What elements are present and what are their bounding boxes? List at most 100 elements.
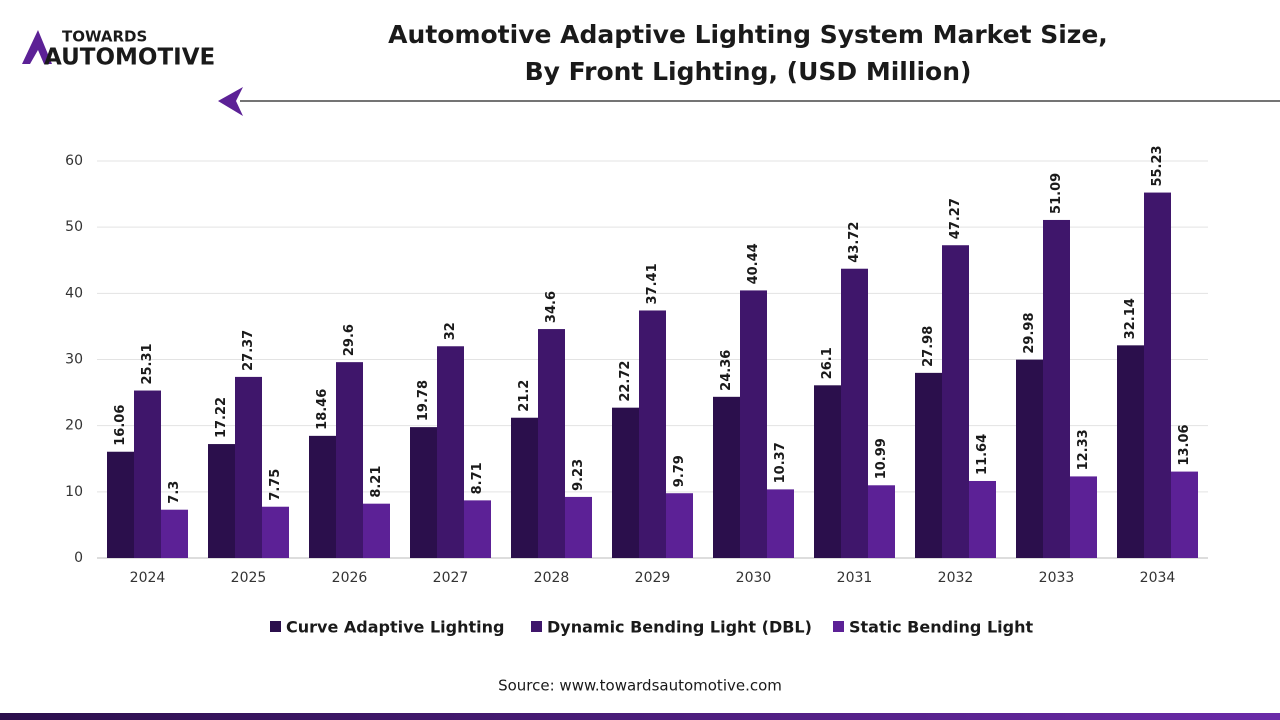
value-label: 18.46	[315, 389, 330, 430]
value-label: 10.99	[874, 438, 889, 479]
source: Source: www.towardsautomotive.com	[498, 677, 782, 695]
value-label: 17.22	[214, 397, 229, 438]
value-label: 25.31	[140, 343, 155, 384]
footer-bar	[0, 713, 1280, 720]
logo-mark	[22, 30, 52, 64]
value-label: 12.33	[1076, 429, 1091, 470]
value-label: 7.3	[167, 481, 182, 504]
value-label: 9.23	[571, 459, 586, 491]
bar	[437, 346, 464, 558]
bar	[740, 290, 767, 558]
value-label: 9.79	[672, 455, 687, 487]
bar	[336, 362, 363, 558]
value-label: 37.41	[645, 263, 660, 304]
value-label: 29.6	[342, 324, 357, 356]
value-label: 7.75	[268, 469, 283, 501]
logo-text: AUTOMOTIVE	[44, 45, 215, 71]
y-tick-label: 40	[65, 285, 83, 301]
x-tick-label: 2028	[534, 570, 570, 586]
value-label: 13.06	[1177, 424, 1192, 465]
value-label: 27.37	[241, 330, 256, 371]
bar	[969, 480, 996, 558]
value-label: 29.98	[1022, 313, 1037, 354]
legend-label: Dynamic Bending Light (DBL)	[547, 618, 812, 637]
bar	[713, 396, 740, 558]
x-tick-label: 2026	[332, 570, 368, 586]
value-label: 19.78	[416, 380, 431, 421]
bar	[410, 427, 437, 558]
bar	[868, 485, 895, 558]
bar	[161, 509, 188, 558]
bar	[511, 417, 538, 558]
value-label: 32.14	[1123, 298, 1138, 339]
bar	[235, 376, 262, 558]
bar	[767, 489, 794, 558]
value-label: 40.44	[746, 243, 761, 284]
y-tick-label: 60	[65, 153, 83, 169]
value-label: 8.71	[470, 462, 485, 494]
bar	[1016, 359, 1043, 558]
legend-label: Curve Adaptive Lighting	[286, 618, 504, 637]
bar	[1070, 476, 1097, 558]
bar	[1043, 219, 1070, 558]
legend-label: Static Bending Light	[849, 618, 1033, 637]
value-label: 51.09	[1049, 173, 1064, 214]
x-tick-label: 2033	[1039, 570, 1075, 586]
bar	[538, 329, 565, 558]
legend-marker	[270, 621, 281, 632]
logo-text: TOWARDS	[62, 28, 147, 46]
bar	[363, 503, 390, 558]
bar	[915, 372, 942, 558]
x-tick-label: 2024	[130, 570, 166, 586]
bar	[208, 444, 235, 558]
value-label: 16.06	[113, 405, 128, 446]
bar	[1171, 471, 1198, 558]
x-tick-label: 2029	[635, 570, 671, 586]
y-tick-label: 10	[65, 484, 83, 500]
x-tick-label: 2027	[433, 570, 469, 586]
bar	[309, 435, 336, 558]
chart-title: By Front Lighting, (USD Million)	[525, 57, 972, 86]
y-tick-label: 30	[65, 352, 83, 368]
value-label: 24.36	[719, 350, 734, 391]
value-label: 47.27	[948, 198, 963, 239]
value-label: 43.72	[847, 222, 862, 263]
value-label: 55.23	[1150, 145, 1165, 186]
x-tick-label: 2032	[938, 570, 974, 586]
chart-title: Automotive Adaptive Lighting System Mark…	[388, 20, 1108, 49]
bar	[612, 407, 639, 558]
y-tick-label: 20	[65, 418, 83, 434]
legend-marker	[833, 621, 844, 632]
value-label: 21.2	[517, 380, 532, 412]
bar	[565, 496, 592, 558]
bar	[841, 268, 868, 558]
value-label: 27.98	[921, 326, 936, 367]
value-label: 11.64	[975, 434, 990, 475]
value-label: 10.37	[773, 442, 788, 483]
bar	[107, 451, 134, 558]
bar	[942, 245, 969, 558]
y-tick-label: 0	[74, 550, 83, 566]
bar	[666, 493, 693, 558]
y-tick-label: 50	[65, 219, 83, 235]
bar	[1144, 192, 1171, 558]
legend-marker	[531, 621, 542, 632]
x-tick-label: 2025	[231, 570, 267, 586]
value-label: 26.1	[820, 347, 835, 379]
x-tick-label: 2034	[1140, 570, 1176, 586]
value-label: 34.6	[544, 291, 559, 323]
bar	[1117, 345, 1144, 558]
logo: TOWARDS AUTOMOTIVE	[22, 28, 215, 71]
arrow	[218, 87, 243, 116]
bar	[134, 390, 161, 558]
bar	[639, 310, 666, 558]
x-tick-label: 2031	[837, 570, 873, 586]
x-tick-label: 2030	[736, 570, 772, 586]
bar	[814, 385, 841, 558]
bar	[262, 506, 289, 558]
bar	[464, 500, 491, 558]
value-label: 22.72	[618, 361, 633, 402]
value-label: 32	[443, 322, 458, 340]
value-label: 8.21	[369, 466, 384, 498]
